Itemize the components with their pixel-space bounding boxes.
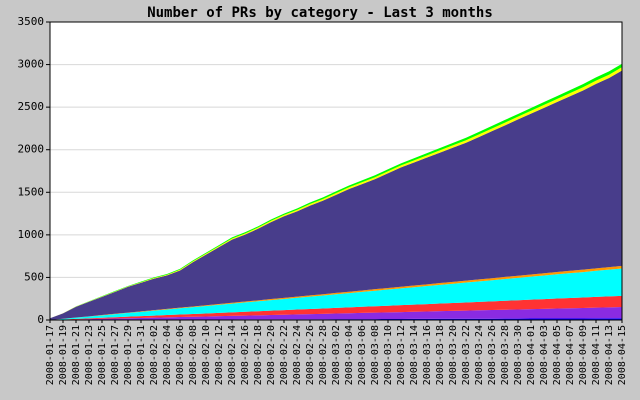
x-tick-label: 2008-02-02	[149, 325, 160, 385]
x-tick-label: 2008-04-07	[565, 325, 576, 385]
x-tick-label: 2008-03-14	[409, 325, 420, 385]
x-tick-label: 2008-04-13	[604, 325, 615, 385]
x-tick-label: 2008-03-30	[513, 325, 524, 385]
x-tick-label: 2008-03-22	[461, 325, 472, 385]
x-tick-label: 2008-01-21	[71, 325, 82, 385]
y-tick-label: 3000	[18, 58, 45, 71]
x-tick-label: 2008-04-01	[526, 325, 537, 385]
x-tick-label: 2008-01-25	[97, 325, 108, 385]
x-tick-label: 2008-01-17	[45, 325, 56, 385]
y-tick-label: 1000	[18, 228, 45, 241]
x-tick-label: 2008-03-24	[474, 325, 485, 385]
y-tick-label: 2000	[18, 143, 45, 156]
x-tick-label: 2008-02-04	[162, 325, 173, 385]
x-tick-label: 2008-03-16	[422, 325, 433, 385]
x-tick-label: 2008-02-08	[188, 325, 199, 385]
x-tick-label: 2008-03-28	[500, 325, 511, 385]
x-tick-label: 2008-04-05	[552, 325, 563, 385]
y-tick-label: 0	[37, 313, 44, 326]
x-tick-label: 2008-04-15	[617, 325, 628, 385]
x-tick-label: 2008-01-27	[110, 325, 121, 385]
x-tick-label: 2008-02-28	[318, 325, 329, 385]
x-tick-label: 2008-02-24	[292, 325, 303, 385]
x-tick-label: 2008-02-14	[227, 325, 238, 385]
x-tick-label: 2008-02-26	[305, 325, 316, 385]
x-tick-label: 2008-02-16	[240, 325, 251, 385]
area	[50, 268, 622, 320]
y-tick-label: 2500	[18, 100, 45, 113]
y-tick-label: 3500	[18, 15, 45, 28]
x-tick-label: 2008-03-06	[357, 325, 368, 385]
x-tick-label: 2008-03-12	[396, 325, 407, 385]
x-tick-label: 2008-03-04	[344, 325, 355, 385]
plot-border	[49, 21, 623, 321]
x-tick-label: 2008-01-29	[123, 325, 134, 385]
x-tick-label: 2008-01-31	[136, 325, 147, 385]
x-tick-label: 2008-04-03	[539, 325, 550, 385]
x-tick-label: 2008-03-08	[370, 325, 381, 385]
x-tick-label: 2008-03-26	[487, 325, 498, 385]
x-tick-label: 2008-03-18	[435, 325, 446, 385]
x-tick-label: 2008-02-06	[175, 325, 186, 385]
x-tick-label: 2008-01-23	[84, 325, 95, 385]
x-tick-label: 2008-03-02	[331, 325, 342, 385]
area	[50, 70, 622, 320]
x-tick-label: 2008-02-22	[279, 325, 290, 385]
y-tick-label: 500	[24, 270, 44, 283]
x-tick-label: 2008-02-20	[266, 325, 277, 385]
x-tick-label: 2008-04-11	[591, 325, 602, 385]
x-tick-label: 2008-02-12	[214, 325, 225, 385]
x-tick-label: 2008-02-10	[201, 325, 212, 385]
x-tick-label: 2008-03-10	[383, 325, 394, 385]
chart-title: Number of PRs by category - Last 3 month…	[147, 5, 493, 21]
y-tick-label: 1500	[18, 185, 45, 198]
x-tick-label: 2008-01-19	[58, 325, 69, 385]
x-tick-label: 2008-04-09	[578, 325, 589, 385]
x-tick-label: 2008-03-20	[448, 325, 459, 385]
x-tick-label: 2008-02-18	[253, 325, 264, 385]
